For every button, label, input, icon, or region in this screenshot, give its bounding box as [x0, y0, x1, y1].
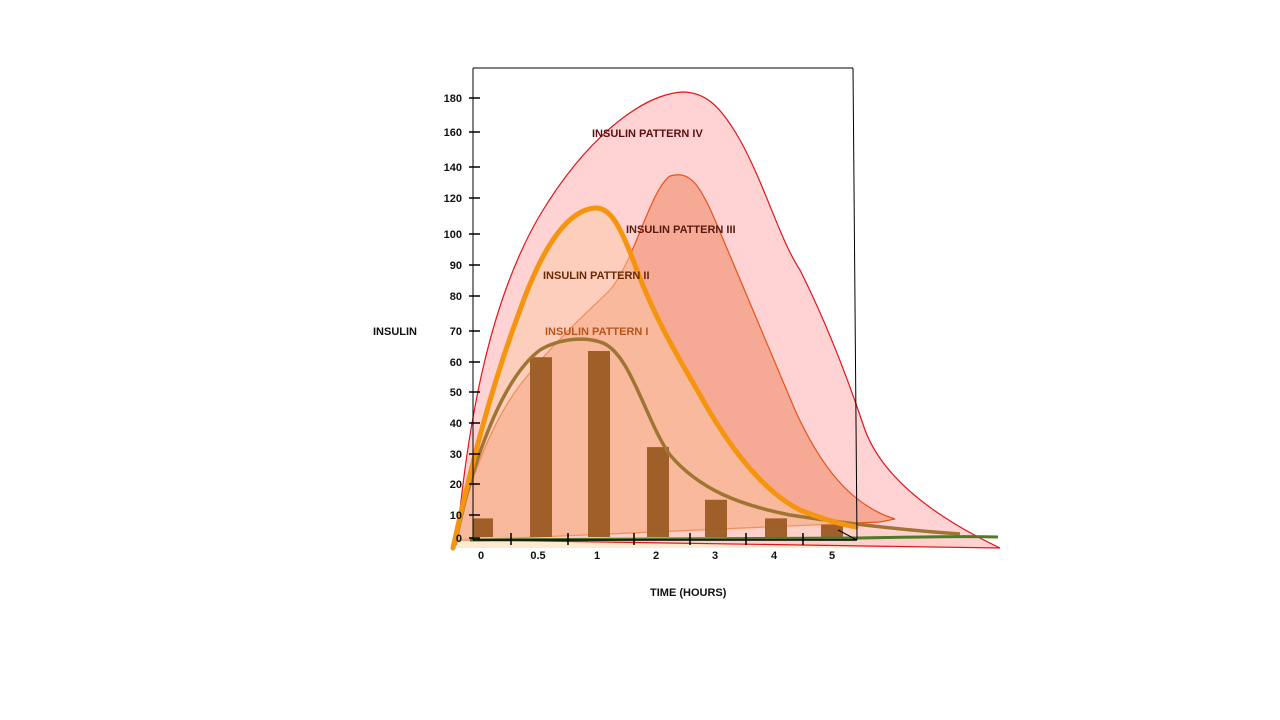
x-tick-label-0: 0	[478, 550, 484, 562]
y-tick-label-50: 50	[450, 387, 462, 399]
frame-right	[852, 67, 858, 541]
y-tick-label-100: 100	[444, 229, 462, 241]
bar-3	[705, 499, 727, 537]
y-tick-label-0: 0	[456, 533, 462, 545]
y-tick-label-90: 90	[450, 260, 462, 272]
x-tick-label-4: 4	[771, 550, 778, 562]
x-tick-label-0.5: 0.5	[530, 550, 545, 562]
line-layer	[450, 205, 999, 551]
bar-2	[647, 447, 669, 537]
label-pattern-iv: INSULIN PATTERN IV	[592, 128, 703, 140]
y-tick-label-40: 40	[450, 418, 462, 430]
line-pattern-ii	[450, 205, 859, 551]
label-pattern-ii: INSULIN PATTERN II	[543, 270, 650, 282]
y-axis-title: INSULIN	[373, 326, 417, 338]
y-tick-label-20: 20	[450, 479, 462, 491]
axes-layer	[469, 67, 858, 545]
y-tick-label-30: 30	[450, 449, 462, 461]
y-tick-label-80: 80	[450, 291, 462, 303]
x-tick-label-3: 3	[712, 550, 718, 562]
bar-0	[473, 518, 493, 537]
area-pattern-ii	[453, 207, 856, 549]
x-tick-label-1: 1	[594, 550, 600, 562]
frame-depth	[837, 529, 858, 541]
y-tick-label-120: 120	[444, 193, 462, 205]
x-axis-title: TIME (HOURS)	[650, 587, 727, 599]
label-pattern-iii: INSULIN PATTERN III	[626, 224, 736, 236]
y-tick-label-70: 70	[450, 326, 462, 338]
x-tick-label-5: 5	[829, 550, 835, 562]
annotation-layer: INSULIN PATTERN IV INSULIN PATTERN III INS…	[543, 128, 736, 338]
bar-0.5	[530, 357, 552, 537]
x-tick-label-2: 2	[653, 550, 659, 562]
bar-4	[765, 518, 787, 537]
bar-5	[821, 524, 843, 537]
y-tick-label-180: 180	[444, 93, 462, 105]
y-tick-label-60: 60	[450, 357, 462, 369]
label-pattern-i: INSULIN PATTERN I	[545, 326, 648, 338]
bar-layer	[473, 351, 843, 537]
bar-1	[588, 351, 610, 537]
baseline-trace	[469, 535, 999, 542]
tick-label-layer: 0 10 20 30 40 50 60 70 80 90 100 120 140 160 180 0 0.5 1 2…	[444, 93, 835, 562]
y-tick-label-10: 10	[450, 510, 462, 522]
y-tick-label-140: 140	[444, 162, 462, 174]
y-tick-label-160: 160	[444, 127, 462, 139]
